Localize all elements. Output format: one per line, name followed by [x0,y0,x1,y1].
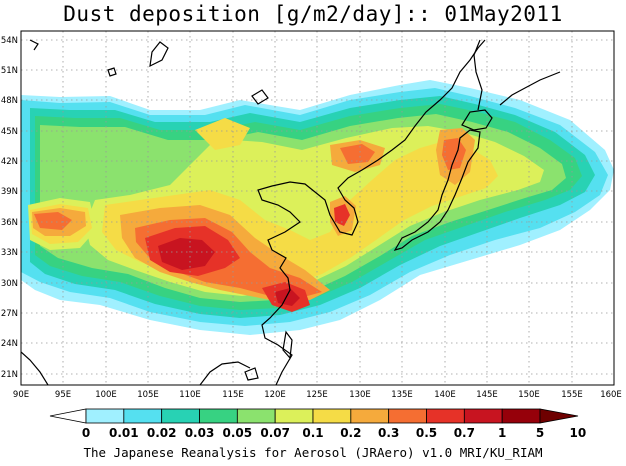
bengal-coastline [21,351,49,385]
lake-baikal [149,41,169,68]
colorbar-label: 0.07 [260,426,290,440]
bohai-lake [251,89,269,105]
lon-label: 95E [55,390,71,400]
colorbar-label: 0.2 [340,426,361,440]
contour-level-1 [158,238,215,270]
lat-label: 39N [1,187,18,197]
contour-level-0.7-korea [334,204,350,226]
lat-label: 24N [1,339,18,349]
colorbar-label: 0.02 [147,426,177,440]
colorbar-swatch [199,408,238,424]
colorbar: 0 0.01 0.02 0.03 0.05 0.07 0.1 0.2 0.3 0.5 0.7 1 5 10 [49,408,586,440]
colorbar-swatch [463,408,503,424]
colorbar-swatch [426,408,465,424]
colorbar-arrow-low [49,408,87,424]
colorbar-swatch [123,408,163,424]
lon-label: 110E [179,390,201,400]
colorbar-label: 0.3 [378,426,399,440]
lat-label: 21N [1,370,18,380]
lon-label: 125E [306,390,328,400]
colorbar-swatch [312,408,352,424]
hokkaido-coastline [461,109,493,131]
contour-level-0.5-japan [442,138,466,170]
lon-label: 120E [264,390,286,400]
colorbar-label: 0 [82,426,90,440]
colorbar-label: 10 [569,426,586,440]
contour-level-0.5-ne [340,144,375,164]
contour-level-1-coast [275,288,300,306]
lon-label: 155E [561,390,583,400]
lon-label: 115E [222,390,244,400]
lon-label: 100E [95,390,117,400]
lat-label: 42N [1,157,18,167]
colorbar-swatch [161,408,200,424]
map-title: Dust deposition [g/m2/day]:: 01May2011 [63,2,563,26]
lon-label: 140E [434,390,456,400]
colorbar-arrow-high [539,408,579,424]
lon-label: 130E [349,390,371,400]
longitude-axis: 90E 95E 100E 105E 110E 115E 120E 125E 13… [13,390,622,400]
contour-level-0.5-west [34,212,72,230]
colorbar-label: 1 [498,426,506,440]
sakhalin-coastline [473,39,483,111]
lat-label: 30N [1,279,18,289]
colorbar-swatch [236,408,276,424]
lat-label: 36N [1,218,18,228]
lat-label: 27N [1,309,18,319]
china-coastline [257,39,486,385]
colorbar-label: 0.7 [454,426,475,440]
latitude-axis: 54N 51N 48N 45N 42N 39N 36N 33N 30N 27N … [1,36,18,380]
colorbar-label: 0.1 [302,426,323,440]
colorbar-swatch [501,408,541,424]
indochina-coastline [199,361,251,385]
colorbar-swatch [388,408,427,424]
colorbar-swatch [350,408,390,424]
coastlines [21,39,561,385]
colorbar-label: 0.05 [223,426,253,440]
credit-line: The Japanese Reanalysis for Aerosol (JRA… [83,445,543,460]
lat-label: 54N [1,36,18,46]
lon-label: 150E [518,390,540,400]
dust-deposition-field [21,80,614,335]
lon-label: 90E [13,390,29,400]
lon-label: 135E [391,390,413,400]
lon-label: 105E [137,390,159,400]
lon-label: 160E [600,390,622,400]
colorbar-label: 5 [536,426,544,440]
hainan-coastline [244,367,259,381]
kuril-coastline [499,71,561,106]
colorbar-swatch [274,408,314,424]
lat-label: 51N [1,66,18,76]
lon-label: 145E [476,390,498,400]
taiwan-coastline [282,330,293,360]
contour-level-0.2-north [195,118,250,150]
colorbar-label: 0.01 [109,426,139,440]
nw-coast [29,39,39,51]
colorbar-label: 0.5 [416,426,437,440]
colorbar-swatch [85,408,125,424]
lat-label: 48N [1,96,18,106]
lake-mongolia [107,67,117,77]
colorbar-label: 0.03 [185,426,215,440]
lat-label: 33N [1,248,18,258]
lat-label: 45N [1,127,18,137]
grid-lines [21,31,614,385]
japan-coastline [393,129,481,251]
map-frame [20,30,615,386]
